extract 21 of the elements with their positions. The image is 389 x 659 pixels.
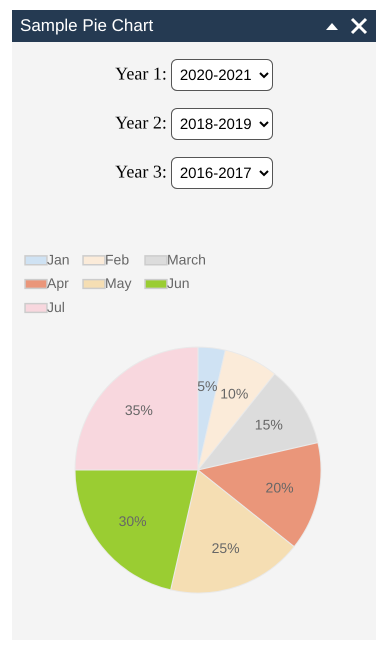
text: Year 2:: [115, 112, 167, 132]
legend-label: Apr: [47, 275, 70, 291]
legend-label: March: [167, 251, 206, 268]
chart-title: Sample Pie Chart: [20, 16, 154, 36]
text: 2018-2019: [170, 108, 273, 140]
text: 2016-2017: [170, 157, 273, 189]
text: Year 3:: [115, 162, 167, 182]
text: Year 1:: [115, 64, 167, 84]
data-label: 25%: [212, 540, 240, 556]
legend-label: Jan: [47, 251, 70, 268]
data-label: 35%: [124, 402, 153, 418]
data-label: 5%: [197, 378, 218, 394]
data-label: 20%: [266, 480, 294, 496]
data-label: 15%: [254, 416, 283, 432]
legend-label: May: [105, 275, 132, 291]
legend-label: Jul: [47, 299, 65, 315]
legend-label: Feb: [105, 251, 130, 268]
data-label: 10%: [220, 386, 248, 402]
legend-label: Jun: [167, 275, 190, 291]
text: 2020-2021: [170, 59, 273, 91]
data-label: 30%: [118, 513, 147, 530]
